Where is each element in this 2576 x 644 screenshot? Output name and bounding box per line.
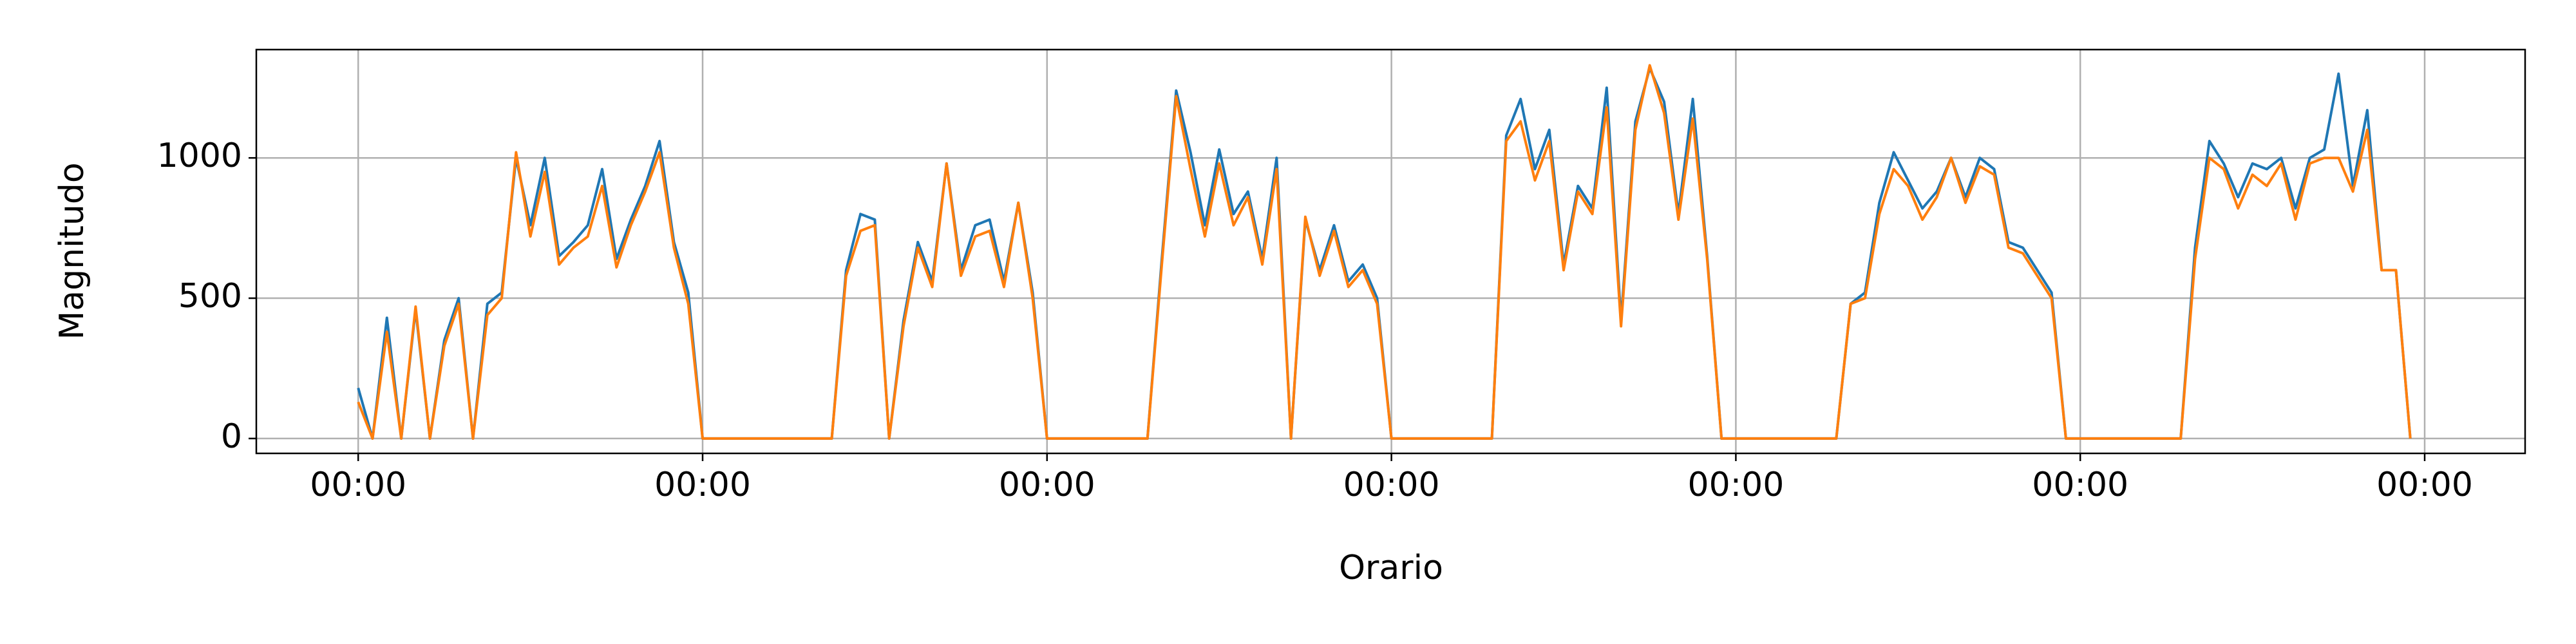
plot-frame bbox=[255, 48, 2526, 455]
y-tick-label: 1000 bbox=[157, 137, 242, 175]
x-tick-label: 00:00 bbox=[999, 466, 1095, 504]
y-tick-label: 0 bbox=[221, 417, 242, 456]
y-axis-label: Magnitudo bbox=[53, 162, 91, 339]
x-axis-label: Orario bbox=[1339, 549, 1443, 587]
x-tick-label: 00:00 bbox=[2376, 466, 2473, 504]
x-tick-label: 00:00 bbox=[1687, 466, 1784, 504]
x-tick-label: 00:00 bbox=[2032, 466, 2128, 504]
x-tick-label: 00:00 bbox=[654, 466, 751, 504]
series-line bbox=[357, 64, 2412, 440]
y-tick-label: 500 bbox=[178, 277, 242, 316]
x-tick-label: 00:00 bbox=[310, 466, 406, 504]
x-tick-label: 00:00 bbox=[1343, 466, 1440, 504]
